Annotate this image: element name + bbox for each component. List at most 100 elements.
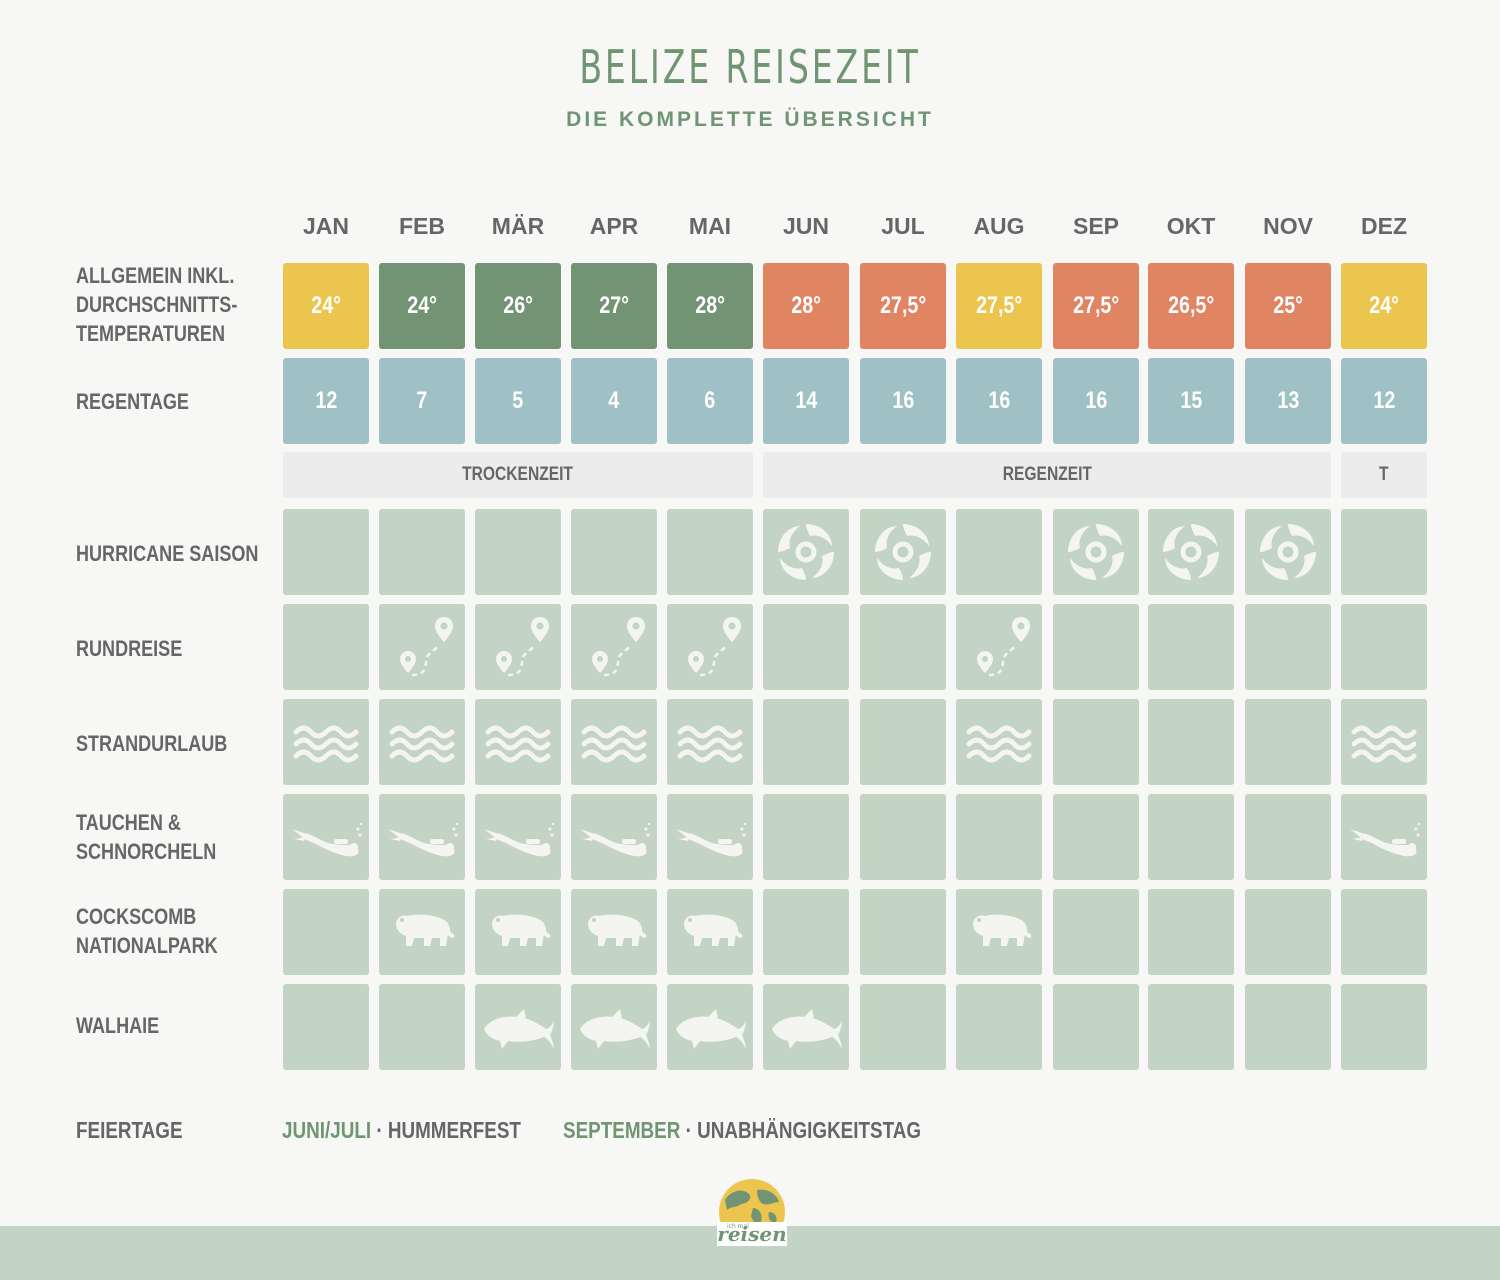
jaguar-icon <box>492 914 550 946</box>
diving-cell <box>475 794 561 880</box>
rain-days-cell: 5 <box>475 358 561 444</box>
season-bar: T <box>1341 452 1427 498</box>
temperature-cell: 24° <box>283 263 369 349</box>
rain-days-cell: 12 <box>1341 358 1427 444</box>
whalesharks-cell <box>571 984 657 1070</box>
temperature-value: 24° <box>1369 292 1399 319</box>
diver-icon <box>484 822 555 857</box>
diver-icon <box>292 822 363 857</box>
whale-shark-icon <box>484 1009 554 1049</box>
hurricane-cell <box>379 509 465 595</box>
whalesharks-cell <box>379 984 465 1070</box>
temperature-cell: 24° <box>379 263 465 349</box>
diving-cell <box>667 794 753 880</box>
month-header: OKT <box>1166 213 1216 239</box>
rain-days-cell: 16 <box>1053 358 1139 444</box>
month-header: JUN <box>782 213 829 239</box>
waves-icon <box>1351 725 1417 763</box>
holidays-label: FEIERTAGE <box>76 1117 183 1143</box>
route-pin-icon <box>688 617 741 677</box>
diving-cell <box>283 794 369 880</box>
hurricane-cell <box>1341 509 1427 595</box>
temperature-value: 27,5° <box>879 292 927 319</box>
temperature-cell: 28° <box>667 263 753 349</box>
diving-cell <box>1148 794 1234 880</box>
route-pin-icon <box>400 617 453 677</box>
temperature-cell: 27,5° <box>956 263 1042 349</box>
holiday-date: JUNI/JULI <box>282 1117 372 1143</box>
rain-days-value: 15 <box>1180 387 1202 414</box>
whalesharks-cell <box>1341 984 1427 1070</box>
roundtrip-cell <box>1053 604 1139 690</box>
whale-shark-icon <box>580 1009 650 1049</box>
beach-cell <box>1245 699 1331 785</box>
hurricane-cell <box>667 509 753 595</box>
month-header: APR <box>589 213 639 239</box>
cockscomb-cell <box>667 889 753 975</box>
route-pin-icon <box>592 617 645 677</box>
month-header: MAI <box>688 213 732 239</box>
cockscomb-cell <box>763 889 849 975</box>
hurricane-cell <box>571 509 657 595</box>
diver-icon <box>388 822 459 857</box>
rain-days-value: 12 <box>315 387 337 414</box>
beach-cell <box>283 699 369 785</box>
rain-days-value: 16 <box>892 387 914 414</box>
page-subtitle: DIE KOMPLETTE ÜBERSICHT <box>566 108 934 131</box>
svg-text:ich mal: ich mal <box>727 1223 749 1230</box>
page-title: BELIZE REISEZEIT <box>579 40 921 94</box>
beach-cell <box>1341 699 1427 785</box>
rain-days-cell: 4 <box>571 358 657 444</box>
diving-row-label: TAUCHEN & SCHNORCHELN <box>76 810 217 864</box>
temperature-cell: 26° <box>475 263 561 349</box>
rain-days-value: 16 <box>1085 387 1107 414</box>
rain-days-cell: 13 <box>1245 358 1331 444</box>
waves-icon <box>293 725 359 763</box>
diver-icon <box>676 822 747 857</box>
diving-cell <box>1341 794 1427 880</box>
hurricane-cell <box>956 509 1042 595</box>
rain-days-value: 14 <box>795 387 817 414</box>
beach-cell <box>475 699 561 785</box>
waves-icon <box>485 725 551 763</box>
hurricane-cell <box>1148 509 1234 595</box>
hurricane-icon <box>778 524 834 580</box>
waves-icon <box>966 725 1032 763</box>
roundtrip-cell <box>1341 604 1427 690</box>
temperature-value: 27° <box>599 292 629 319</box>
month-header: FEB <box>399 213 445 239</box>
rain-days-value: 6 <box>704 387 716 414</box>
rain-days-cell: 16 <box>956 358 1042 444</box>
temperature-value: 28° <box>695 292 725 319</box>
hurricane-cell <box>860 509 946 595</box>
temperature-cell: 25° <box>1245 263 1331 349</box>
cockscomb-cell <box>571 889 657 975</box>
temperature-cell: 28° <box>763 263 849 349</box>
diving-cell <box>1245 794 1331 880</box>
diver-icon <box>1350 822 1421 857</box>
month-header: DEZ <box>1361 213 1407 239</box>
hurricane-icon <box>875 524 931 580</box>
hurricane-cell <box>1053 509 1139 595</box>
beach-cell <box>763 699 849 785</box>
whale-shark-icon <box>676 1009 746 1049</box>
whalesharks-cell <box>475 984 561 1070</box>
month-header: SEP <box>1072 213 1120 239</box>
month-header: JUL <box>881 213 925 239</box>
brand-logo[interactable]: reisen ich mal <box>713 1178 791 1256</box>
whalesharks-cell <box>283 984 369 1070</box>
rain-days-cell: 6 <box>667 358 753 444</box>
rain-days-value: 5 <box>512 387 524 414</box>
whalesharks-cell <box>860 984 946 1070</box>
hurricane-cell <box>1245 509 1331 595</box>
rain-days-cell: 15 <box>1148 358 1234 444</box>
diving-cell <box>1053 794 1139 880</box>
cockscomb-row-label: COCKSCOMB NATIONALPARK <box>76 904 218 958</box>
month-header: NOV <box>1263 213 1313 239</box>
whalesharks-cell <box>956 984 1042 1070</box>
rain-days-cell: 12 <box>283 358 369 444</box>
cockscomb-cell <box>1245 889 1331 975</box>
beach-cell <box>571 699 657 785</box>
route-pin-icon <box>977 617 1030 677</box>
whale-shark-icon <box>772 1009 842 1049</box>
